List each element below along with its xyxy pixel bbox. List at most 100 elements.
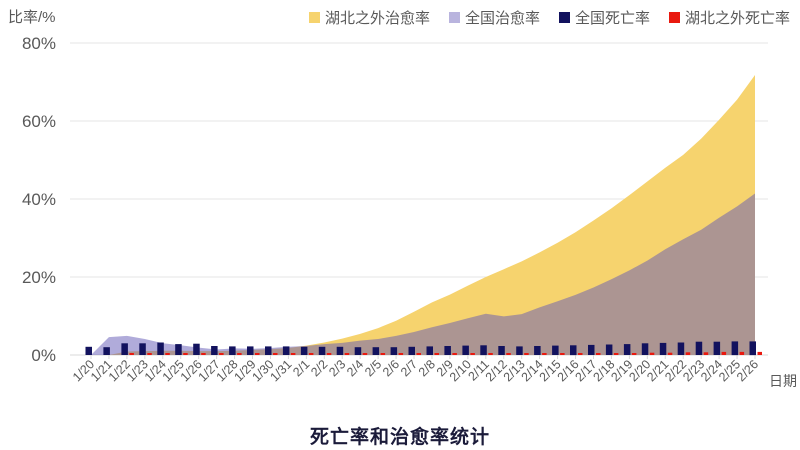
national-death-bar [157, 342, 164, 355]
national-death-bar [659, 342, 667, 355]
national-death-bar [677, 342, 685, 355]
national-death-bar [247, 346, 254, 355]
national-death-bar [282, 346, 290, 355]
outside-hubei-death-bar [524, 353, 529, 355]
national-death-bar [121, 343, 128, 355]
national-death-bar [444, 346, 451, 355]
national-death-bar [480, 345, 487, 356]
outside-hubei-death-bar [237, 353, 242, 355]
y-tick-label: 40% [22, 190, 56, 209]
national-death-bar [300, 346, 308, 355]
national-death-bar [408, 346, 415, 355]
national-death-bar [498, 346, 505, 355]
national-death-bar [175, 344, 182, 355]
national-death-bar [85, 346, 92, 355]
national-death-bar [462, 345, 469, 355]
outside-hubei-death-bar [506, 353, 511, 355]
legend-item-national-cure: 全国治愈率 [448, 7, 540, 28]
outside-hubei-death-bar [470, 353, 475, 355]
national-death-bar [516, 346, 523, 355]
outside-hubei-death-bar [219, 353, 224, 355]
outside-hubei-death-bar [147, 353, 152, 355]
outside-hubei-death-bar [685, 352, 691, 355]
legend-item-national-death: 全国死亡率 [558, 7, 650, 28]
outside-hubei-death-bar [129, 353, 134, 355]
national-death-bar [623, 344, 631, 355]
outside-hubei-death-bar [255, 353, 260, 355]
national-death-bar [731, 341, 739, 356]
x-tick-label: 2/26 [734, 357, 761, 384]
national-death-bar [193, 343, 200, 355]
national-death-bar [390, 347, 398, 355]
outside-hubei-death-bar [344, 353, 350, 355]
national-death-bar [265, 346, 272, 355]
outside-hubei-death-bar [578, 353, 583, 355]
y-axis-unit-label: 比率/% [8, 9, 56, 26]
y-tick-label: 0% [31, 346, 56, 365]
outside-hubei-death-bar [703, 352, 709, 355]
national-death-bar [336, 346, 344, 355]
outside-hubei-death-bar [380, 353, 386, 355]
outside-hubei-death-bar [201, 353, 206, 355]
national-death-bar [552, 345, 559, 355]
national-death-bar [211, 346, 218, 355]
outside-hubei-death-bar [290, 353, 296, 355]
outside-hubei-death-bars [129, 351, 762, 355]
outside-hubei-death-bar [273, 353, 278, 355]
national-death-bar [139, 343, 146, 355]
outside-hubei-death-bar [326, 353, 332, 355]
national-death-bar [570, 345, 577, 356]
outside-hubei-death-bar [739, 351, 745, 355]
legend-item-outside-hubei-death: 湖北之外死亡率 [668, 7, 790, 28]
outside-hubei-death-bar [308, 353, 314, 355]
legend-item-outside-hubei-cure: 湖北之外治愈率 [308, 7, 430, 28]
outside-hubei-death-bar [596, 353, 601, 355]
national-death-bar [354, 347, 362, 355]
outside-hubei-death-bar [488, 353, 493, 355]
national-death-bar [372, 347, 380, 355]
legend-label-national-death: 全国死亡率 [574, 10, 650, 27]
y-tick-label: 20% [22, 268, 56, 287]
national-death-bar [749, 341, 756, 356]
legend: 湖北之外治愈率 全国治愈率 全国死亡率 湖北之外死亡率 [308, 7, 790, 28]
legend-label-outside-hubei-death: 湖北之外死亡率 [684, 10, 790, 27]
legend-swatch-outside-hubei-cure-icon [308, 12, 320, 23]
outside-hubei-death-bar [560, 353, 565, 355]
national-cure-area [91, 193, 755, 355]
outside-hubei-death-bar [165, 353, 170, 355]
national-death-bar [605, 344, 613, 355]
national-death-bar [534, 346, 541, 355]
legend-label-national-cure: 全国治愈率 [464, 10, 540, 27]
national-death-bar [229, 346, 236, 355]
outside-hubei-death-bar [649, 352, 655, 355]
legend-swatch-national-death-icon [558, 12, 570, 23]
national-death-bar [426, 346, 433, 355]
legend-swatch-national-cure-icon [448, 12, 460, 23]
outside-hubei-death-bar [542, 353, 547, 355]
national-death-bar [641, 343, 649, 355]
outside-hubei-death-bar [721, 351, 727, 355]
outside-hubei-death-bar [183, 353, 188, 355]
chart-title: 死亡率和治愈率统计 [309, 427, 490, 448]
national-death-bars [85, 341, 756, 356]
outside-hubei-death-bar [398, 353, 404, 355]
outside-hubei-death-bar [362, 353, 368, 355]
outside-hubei-death-bar [667, 352, 673, 355]
legend-swatch-outside-hubei-death-icon [668, 12, 680, 23]
outside-hubei-death-bar [452, 353, 457, 355]
national-death-bar [103, 347, 110, 355]
outside-hubei-death-bar [757, 351, 762, 355]
national-death-bar [318, 346, 326, 355]
x-axis-title: 日期 [769, 373, 797, 389]
outside-hubei-death-bar [613, 353, 619, 355]
legend-label-outside-hubei-cure: 湖北之外治愈率 [324, 10, 430, 27]
national-death-bar [713, 341, 721, 355]
national-death-bar [588, 344, 595, 355]
outside-hubei-death-bar [434, 353, 439, 355]
y-tick-label: 80% [22, 34, 56, 53]
outside-hubei-death-bar [631, 353, 637, 355]
national-death-bar [695, 341, 703, 355]
y-tick-label: 60% [22, 112, 56, 131]
